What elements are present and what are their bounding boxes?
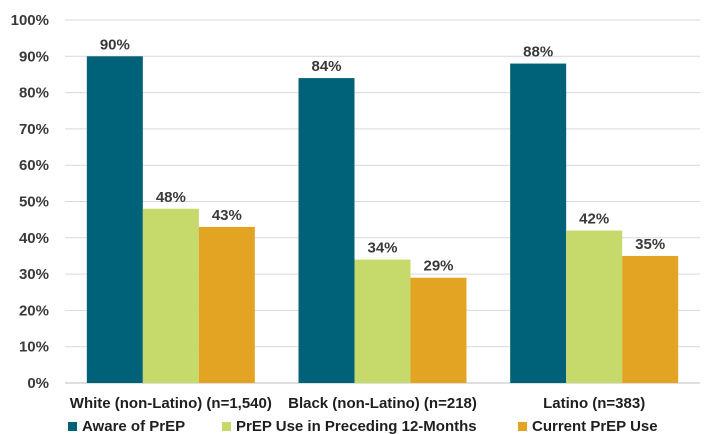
legend: Aware of PrEP PrEP Use in Preceding 12-Mo… — [68, 418, 658, 434]
legend-label: Current PrEP Use — [532, 418, 658, 434]
bar — [566, 230, 623, 383]
y-tick-label: 100% — [11, 12, 49, 29]
data-label: 48% — [156, 189, 186, 206]
y-tick-label: 60% — [19, 157, 49, 174]
data-label: 90% — [100, 36, 130, 53]
legend-swatch — [222, 422, 231, 431]
data-label: 42% — [579, 211, 609, 228]
legend-label: PrEP Use in Preceding 12-Months — [236, 418, 477, 434]
data-label: 43% — [212, 207, 242, 224]
legend-swatch — [518, 422, 527, 431]
y-tick-label: 70% — [19, 121, 49, 138]
data-label: 84% — [311, 58, 341, 75]
data-label: 29% — [423, 258, 453, 275]
bar — [198, 226, 255, 383]
bar — [142, 208, 199, 383]
x-category-label: White (non-Latino) (n=1,540) — [70, 395, 272, 412]
y-axis-ticks: 0% 10% 20% 30% 40% 50% 60% 70% 80% 90% 100% — [11, 12, 49, 392]
y-tick-label: 50% — [19, 194, 49, 211]
x-category-label: Latino (n=383) — [543, 395, 645, 412]
y-tick-label: 20% — [19, 302, 49, 319]
y-tick-label: 30% — [19, 266, 49, 283]
y-tick-label: 40% — [19, 230, 49, 247]
bar — [410, 277, 467, 383]
legend-swatch — [68, 422, 77, 431]
data-label: 88% — [523, 44, 553, 61]
data-label: 35% — [635, 236, 665, 253]
bar — [86, 56, 143, 384]
bar — [622, 255, 679, 383]
y-tick-label: 10% — [19, 339, 49, 356]
x-axis-categories: White (non-Latino) (n=1,540) Black (non-L… — [70, 395, 645, 412]
x-category-label: Black (non-Latino) (n=218) — [288, 395, 477, 412]
bar — [510, 63, 567, 384]
bar — [298, 78, 355, 383]
bars — [86, 56, 679, 384]
legend-label: Aware of PrEP — [82, 418, 185, 434]
data-label: 34% — [367, 240, 397, 257]
y-tick-label: 0% — [27, 375, 49, 392]
bar — [354, 259, 411, 383]
y-tick-label: 90% — [19, 48, 49, 65]
y-tick-label: 80% — [19, 85, 49, 102]
data-labels: 90% 48% 43% 84% 34% 29% 88% 42% 35% — [100, 36, 665, 274]
